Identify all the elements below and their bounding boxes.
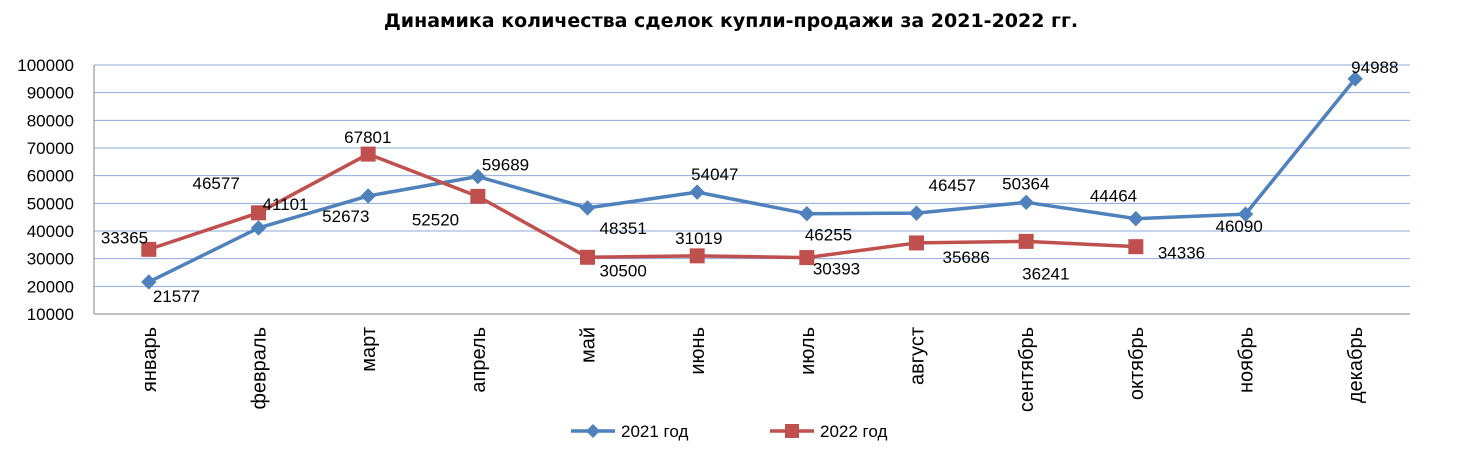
data-point-2021 <box>1018 194 1034 211</box>
data-point-2022 <box>580 249 595 265</box>
data-point-2021 <box>250 220 267 236</box>
data-label: 21577 <box>153 287 200 306</box>
data-label: 36241 <box>1022 264 1069 283</box>
data-label: 94988 <box>1351 58 1398 77</box>
x-axis: январь февраль март апрель май июнь июль август… <box>139 327 1367 412</box>
y-tick-label: 20000 <box>27 277 74 296</box>
x-tick-label: август <box>907 327 929 385</box>
data-label: 35686 <box>943 248 990 267</box>
data-label: 44464 <box>1090 187 1137 206</box>
y-tick-label: 50000 <box>27 194 74 213</box>
data-point-2021 <box>1347 71 1363 87</box>
data-point-2022 <box>470 188 486 204</box>
x-tick-label: ноябрь <box>1236 327 1258 393</box>
y-tick-label: 30000 <box>27 250 74 269</box>
data-point-2021 <box>689 184 705 200</box>
legend-label: 2022 год <box>820 422 887 441</box>
data-label: 46457 <box>929 176 976 195</box>
x-tick-label: октябрь <box>1126 327 1148 400</box>
data-point-2022 <box>141 241 157 257</box>
data-label: 34336 <box>1158 244 1205 263</box>
data-point-2021 <box>1237 206 1254 222</box>
data-point-2022 <box>360 146 376 162</box>
y-tick-label: 10000 <box>27 305 74 324</box>
data-point-2021 <box>141 274 157 290</box>
data-label: 67801 <box>344 128 391 147</box>
data-label: 31019 <box>675 229 722 248</box>
data-label: 52673 <box>322 207 369 226</box>
legend-label: 2021 год <box>621 422 688 441</box>
y-tick-label: 100000 <box>17 56 74 75</box>
data-point-2021 <box>579 200 596 216</box>
data-point-2022 <box>1128 239 1144 255</box>
x-tick-label: декабрь <box>1345 327 1367 403</box>
series-line <box>148 77 1357 284</box>
x-tick-label: январь <box>139 327 161 392</box>
data-label: 50364 <box>1002 174 1049 193</box>
x-tick-label: май <box>578 327 600 363</box>
data-point-2022 <box>251 205 266 221</box>
y-tick-label: 90000 <box>27 84 74 103</box>
legend-marker-2021 <box>586 424 600 438</box>
series-layer <box>141 71 1363 290</box>
y-axis: 10000 20000 30000 40000 50000 60000 70000 80000… <box>17 56 1410 324</box>
data-point-2021 <box>799 205 815 222</box>
data-label: 52520 <box>412 210 459 229</box>
data-label: 46577 <box>193 174 240 193</box>
y-tick-label: 80000 <box>27 111 74 130</box>
x-tick-label: июнь <box>687 327 709 375</box>
legend-marker-2022 <box>785 424 799 438</box>
y-tick-label: 60000 <box>27 167 74 186</box>
x-tick-label: июль <box>797 327 819 375</box>
x-tick-label: февраль <box>249 327 271 410</box>
chart-title: Динамика количества сделок купли-продажи… <box>384 10 1078 32</box>
data-label: 33365 <box>101 228 148 247</box>
data-label: 59689 <box>482 156 529 175</box>
data-point-2021 <box>470 168 486 185</box>
gridlines <box>94 64 1410 315</box>
y-tick-label: 70000 <box>27 139 74 158</box>
data-label: 54047 <box>691 165 738 184</box>
data-label: 46255 <box>805 226 852 245</box>
y-tick-label: 40000 <box>27 222 74 241</box>
data-labels: 21577 41101 52673 59689 48351 54047 46255 46457… <box>101 58 1399 306</box>
data-point-2021 <box>360 188 376 204</box>
data-label: 41101 <box>263 195 309 214</box>
legend: 2021 год 2022 год <box>571 422 887 441</box>
data-point-2022 <box>1018 233 1034 249</box>
data-point-2021 <box>908 205 925 221</box>
data-point-2022 <box>689 248 705 264</box>
x-tick-label: сентябрь <box>1016 327 1038 412</box>
x-tick-label: апрель <box>468 327 490 393</box>
x-tick-label: март <box>358 327 380 372</box>
data-point-2021 <box>1128 210 1144 227</box>
data-point-2022 <box>799 250 815 266</box>
data-label: 46090 <box>1216 217 1263 236</box>
data-label: 30500 <box>600 261 647 280</box>
data-label: 30393 <box>813 260 860 279</box>
data-point-2022 <box>909 235 924 251</box>
data-label: 48351 <box>600 219 647 238</box>
series-line <box>148 152 1136 260</box>
